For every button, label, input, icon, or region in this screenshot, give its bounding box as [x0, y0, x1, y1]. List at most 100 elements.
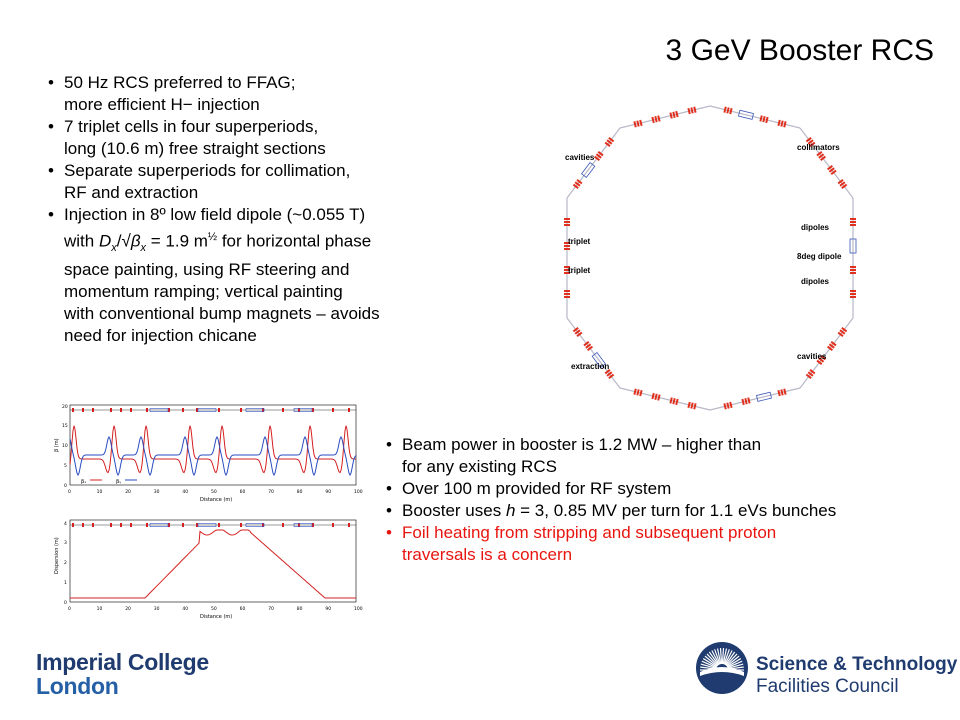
ring-beamline	[799, 127, 854, 199]
lattice-magnet	[146, 408, 148, 412]
y-tick-label: 1	[64, 580, 67, 586]
lattice-magnet	[312, 408, 314, 412]
lattice-dipole	[293, 408, 313, 412]
ring-magnet	[777, 388, 787, 397]
lattice-magnet	[262, 408, 264, 412]
ring-magnet	[741, 397, 751, 406]
y-axis-label: Dispersion (m)	[54, 537, 60, 574]
lattice-magnet	[146, 523, 148, 527]
dispersion-plot: 0 1 2 3 4 0 10 20 30 40 50 60 70 80 90 100 Distanc…	[54, 519, 363, 620]
slide-title: 3 GeV Booster RCS	[665, 34, 934, 67]
lattice-magnet	[348, 408, 350, 412]
lattice-magnet	[72, 523, 74, 527]
lattice-magnet	[130, 523, 132, 527]
lattice-magnet	[92, 523, 94, 527]
ring-magnet	[777, 119, 787, 128]
bullet-item: • 50 Hz RCS preferred to FFAG; more effi…	[48, 73, 296, 114]
lattice-magnet	[110, 523, 112, 527]
legend-beta-x: βₓ	[81, 479, 86, 485]
lattice-magnet	[240, 523, 242, 527]
y-tick-label: 4	[64, 521, 67, 527]
ring-label-cavities: cavities	[565, 153, 595, 162]
ring-magnet	[826, 341, 837, 351]
lattice-magnet	[82, 523, 84, 527]
x-tick-label: 0	[68, 606, 71, 612]
x-tick-label: 20	[125, 606, 131, 612]
y-tick-label: 3	[64, 540, 67, 546]
ring-magnet	[849, 238, 857, 254]
bullet-item: • Over 100 m provided for RF system	[386, 479, 672, 498]
lattice-magnet	[282, 408, 284, 412]
ring-magnet	[805, 137, 816, 147]
x-tick-label: 80	[297, 606, 303, 612]
x-tick-label: 100	[354, 606, 363, 612]
lattice-dipole	[149, 408, 169, 412]
lattice-magnet	[110, 408, 112, 412]
ring-magnet	[723, 401, 733, 410]
lattice-magnet	[82, 408, 84, 412]
lattice-magnet	[182, 408, 184, 412]
ring-magnet	[687, 106, 697, 115]
ring-magnet	[837, 327, 848, 337]
ring-label-dipoles: dipoles	[801, 277, 830, 286]
ring-magnet	[850, 290, 856, 298]
lattice-dipole	[197, 408, 217, 412]
lattice-magnet	[298, 523, 300, 527]
stfc-logo: Science & Technology Facilities Council	[694, 640, 957, 700]
x-tick-label: 40	[182, 489, 188, 495]
ring-magnet	[687, 401, 697, 410]
lattice-magnet	[92, 408, 94, 412]
lattice-magnet	[312, 523, 314, 527]
ring-beamline	[619, 387, 711, 411]
lattice-magnet	[332, 523, 334, 527]
lattice-magnet	[182, 523, 184, 527]
ring-magnet	[564, 218, 570, 226]
lattice-magnet	[218, 408, 220, 412]
x-tick-label: 50	[211, 489, 217, 495]
lattice-dipole	[197, 523, 217, 527]
lattice-magnet	[130, 408, 132, 412]
ring-magnet	[669, 110, 679, 119]
lattice-magnet	[282, 523, 284, 527]
ring-magnet	[593, 151, 604, 161]
ring-magnet	[850, 266, 856, 274]
lattice-magnet	[332, 408, 334, 412]
lattice-magnet	[218, 523, 220, 527]
ring-layout-diagram: cavities collimators triplet triplet dip…	[564, 105, 857, 411]
lattice-magnet	[348, 523, 350, 527]
lattice-magnet	[120, 523, 122, 527]
lattice-magnet	[72, 408, 74, 412]
ring-magnet	[805, 369, 816, 379]
ring-magnet	[572, 327, 583, 337]
x-tick-label: 10	[97, 489, 103, 495]
ring-magnet	[826, 165, 837, 175]
lattice-magnet	[240, 408, 242, 412]
x-axis-label: Distance (m)	[200, 497, 232, 503]
x-tick-label: 0	[68, 489, 71, 495]
ring-label-extraction: extraction	[571, 362, 609, 371]
ring-magnet	[633, 388, 643, 397]
ring-magnet	[581, 162, 596, 178]
bullet-item: • Beam power in booster is 1.2 MW – high…	[386, 435, 762, 476]
ring-magnet	[564, 242, 570, 250]
ring-magnet	[723, 106, 733, 115]
y-tick-label: 0	[64, 600, 67, 606]
ring-beamline	[709, 105, 801, 129]
ring-magnet	[564, 266, 570, 274]
ring-magnet	[759, 115, 769, 124]
y-tick-label: 10	[62, 443, 68, 449]
bullet-item-injection: • Injection in 8º low field dipole (~0.0…	[48, 205, 380, 346]
x-tick-label: 30	[154, 489, 160, 495]
y-tick-label: 20	[62, 404, 68, 410]
ring-magnet	[604, 369, 615, 379]
ring-magnet	[816, 151, 827, 161]
ring-magnet	[564, 290, 570, 298]
beta-function-plot: βₓ βᵧ 0 5 10 15 20 0 10 20 30 40 50 60 70 80 90 10…	[54, 404, 363, 503]
x-tick-label: 40	[182, 606, 188, 612]
ring-label-cavities: cavities	[797, 352, 827, 361]
ring-magnet	[816, 355, 827, 365]
bullet-item: • 7 triplet cells in four superperiods, …	[48, 117, 326, 158]
ring-magnet	[669, 397, 679, 406]
ring-magnet	[604, 137, 615, 147]
bullet-item: • Separate superperiods for collimation,…	[48, 161, 351, 202]
